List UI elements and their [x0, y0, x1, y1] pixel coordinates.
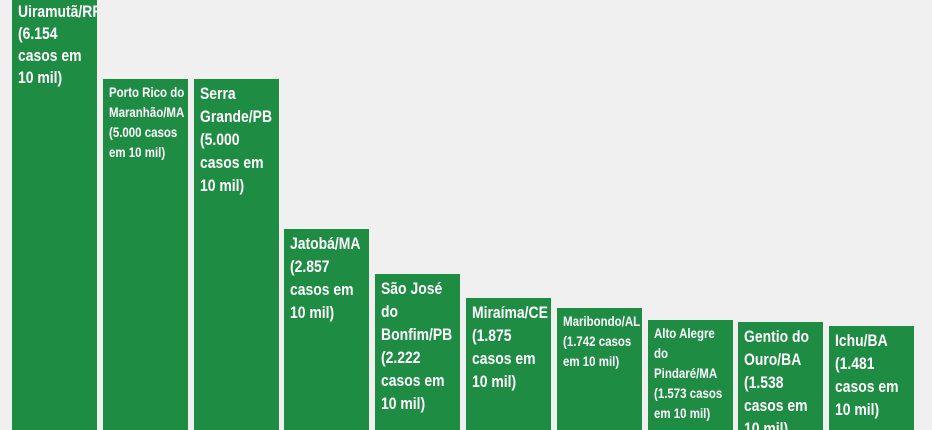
bar-miraima: Miraíma/CE (1.875 casos em 10 mil)	[466, 298, 551, 430]
bar-ichu: Ichu/BA (1.481 casos em 10 mil)	[829, 326, 914, 430]
bar-label-alto-alegre-do-pindare: Alto Alegre do Pindaré/MA (1.573 casos e…	[654, 325, 723, 421]
bar-maribondo: Maribondo/AL (1.742 casos em 10 mil)	[557, 308, 642, 430]
bar-uiramuta: Uiramutã/RR (6.154 casos em 10 mil)	[12, 0, 97, 430]
bar-serra-grande: Serra Grande/PB (5.000 casos em 10 mil)	[194, 79, 279, 430]
bar-jatoba: Jatobá/MA (2.857 casos em 10 mil)	[284, 229, 369, 430]
bar-label-gentio-do-ouro: Gentio do Ouro/BA (1.538 casos em 10 mil…	[744, 327, 810, 430]
bar-label-uiramuta: Uiramutã/RR (6.154 casos em 10 mil)	[18, 2, 97, 87]
bar-alto-alegre-do-pindare: Alto Alegre do Pindaré/MA (1.573 casos e…	[648, 320, 733, 430]
bar-label-miraima: Miraíma/CE (1.875 casos em 10 mil)	[472, 303, 548, 391]
bar-gentio-do-ouro: Gentio do Ouro/BA (1.538 casos em 10 mil…	[738, 322, 823, 430]
bar-label-serra-grande: Serra Grande/PB (5.000 casos em 10 mil)	[200, 84, 273, 195]
bar-sao-jose-do-bonfim: São José do Bonfim/PB (2.222 casos em 10…	[375, 274, 460, 430]
bar-label-ichu: Ichu/BA (1.481 casos em 10 mil)	[835, 331, 899, 419]
bar-label-jatoba: Jatobá/MA (2.857 casos em 10 mil)	[290, 234, 360, 322]
bar-label-porto-rico-do-maranhao: Porto Rico do Maranhão/MA (5.000 casos e…	[109, 84, 185, 160]
bar-label-maribondo: Maribondo/AL (1.742 casos em 10 mil)	[563, 313, 640, 369]
bar-label-sao-jose-do-bonfim: São José do Bonfim/PB (2.222 casos em 10…	[381, 279, 453, 413]
bar-porto-rico-do-maranhao: Porto Rico do Maranhão/MA (5.000 casos e…	[103, 79, 188, 430]
